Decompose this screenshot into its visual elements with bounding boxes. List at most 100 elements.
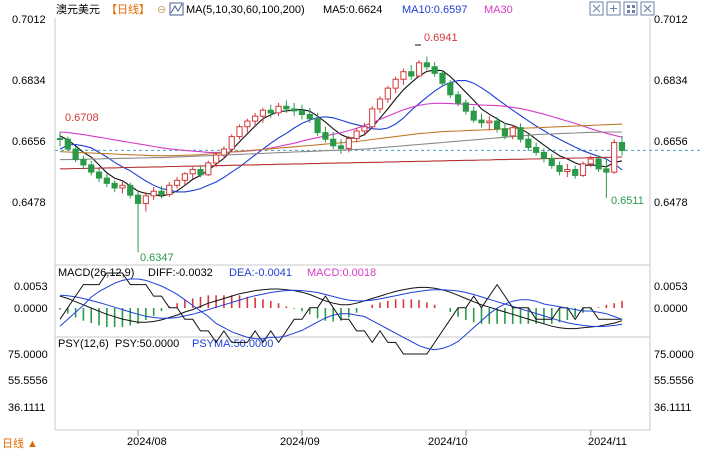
time-axis: 2024/08 2024/09 2024/10 2024/11 bbox=[127, 436, 627, 448]
candle-body bbox=[564, 169, 571, 172]
candle-down bbox=[291, 102, 298, 117]
candle-down bbox=[533, 142, 540, 156]
candle-body bbox=[275, 105, 282, 114]
candle-body bbox=[119, 184, 126, 189]
candle-body bbox=[314, 118, 321, 134]
candle-down bbox=[337, 139, 345, 155]
candle-body bbox=[447, 82, 454, 96]
candle-up bbox=[119, 182, 126, 194]
candle-down bbox=[283, 100, 290, 113]
candle-down bbox=[298, 104, 306, 120]
x-tick-label: 2024/09 bbox=[280, 436, 320, 448]
candle-down bbox=[103, 173, 110, 187]
candle-up bbox=[166, 182, 173, 197]
candle-body bbox=[595, 158, 602, 170]
candle-up bbox=[150, 186, 157, 201]
price-tick-right: 0.6656 bbox=[654, 136, 688, 148]
candle-up bbox=[213, 152, 220, 168]
candle-down bbox=[158, 185, 165, 199]
candle-body bbox=[337, 145, 345, 149]
psy-tick-right: 75.0000 bbox=[654, 349, 694, 361]
psy-value: PSY:50.0000 bbox=[115, 338, 179, 350]
candle-up bbox=[361, 122, 368, 136]
candle-down bbox=[408, 65, 415, 80]
candle-up bbox=[173, 177, 181, 189]
price-tick-left: 0.6834 bbox=[12, 75, 46, 87]
candle-body bbox=[127, 184, 134, 196]
x-tick-label: 2024/11 bbox=[588, 436, 627, 448]
period-label[interactable]: 【日线】 bbox=[106, 2, 150, 16]
candle-body bbox=[572, 169, 579, 176]
macd-dea-line bbox=[59, 289, 623, 328]
candle-body bbox=[462, 102, 469, 112]
candle-body bbox=[454, 94, 462, 104]
candle-body bbox=[611, 142, 618, 173]
candle-body bbox=[166, 184, 173, 196]
close-icon[interactable] bbox=[640, 1, 655, 16]
candle-up bbox=[142, 191, 149, 212]
annotation-recent-low: 0.6511 bbox=[611, 195, 644, 207]
candle-body bbox=[181, 173, 188, 181]
candle-body bbox=[540, 151, 548, 159]
candle-up bbox=[384, 85, 391, 103]
candle-up bbox=[611, 139, 618, 174]
psyma-line bbox=[59, 278, 623, 351]
candle-body bbox=[486, 120, 493, 124]
ma-line-ma200 bbox=[60, 156, 623, 170]
expand-icon[interactable] bbox=[589, 1, 604, 16]
psyma-value: PSYMA:50.0000 bbox=[192, 338, 273, 350]
candle-body bbox=[587, 158, 594, 165]
settings-icon[interactable]: ⊖ bbox=[157, 4, 166, 16]
grid-icon[interactable] bbox=[623, 1, 638, 16]
price-tick-left: 0.6656 bbox=[12, 136, 46, 148]
collapse-icon[interactable] bbox=[606, 1, 621, 16]
price-axis: 0.7012 0.6834 0.6656 0.6478 0.7012 0.683… bbox=[12, 14, 688, 209]
candle-down bbox=[322, 126, 329, 143]
candle-up bbox=[236, 124, 243, 140]
psy-line bbox=[59, 272, 622, 355]
price-tick-right: 0.6834 bbox=[654, 75, 688, 87]
candle-body bbox=[431, 66, 438, 74]
period-selector[interactable]: 日线 ▲ bbox=[2, 436, 38, 450]
candle-body bbox=[150, 190, 157, 197]
candle-up bbox=[244, 118, 251, 133]
candle-down bbox=[330, 131, 337, 150]
candle-body bbox=[306, 114, 313, 120]
psy-tick-left: 75.0000 bbox=[8, 349, 48, 361]
price-tick-right: 0.6478 bbox=[654, 197, 688, 209]
candle-down bbox=[572, 165, 579, 179]
psy-tick-left: 55.5556 bbox=[8, 375, 48, 387]
candle-down bbox=[595, 155, 602, 173]
candle-down bbox=[525, 134, 532, 151]
candle-body bbox=[509, 127, 516, 137]
candle-body bbox=[291, 108, 298, 112]
macd-tick-right: 0.0053 bbox=[654, 281, 688, 293]
candle-body bbox=[134, 194, 142, 204]
moving-average-lines bbox=[59, 69, 623, 197]
candle-down bbox=[88, 160, 95, 176]
candle-down bbox=[548, 154, 555, 169]
candle-down bbox=[431, 61, 438, 77]
candle-up bbox=[345, 135, 352, 153]
macd-diff-line bbox=[59, 286, 623, 330]
candle-body bbox=[259, 109, 267, 117]
candle-up bbox=[228, 134, 235, 153]
candle-down bbox=[517, 123, 524, 143]
ma-indicator-icon[interactable] bbox=[169, 2, 184, 16]
candle-body bbox=[252, 115, 259, 122]
x-tick-label: 2024/08 bbox=[127, 436, 167, 448]
candle-up bbox=[252, 112, 259, 127]
candle-down bbox=[95, 167, 103, 183]
candle-body bbox=[205, 162, 212, 176]
candle-body bbox=[197, 169, 204, 176]
candle-body bbox=[439, 72, 446, 84]
candle-body bbox=[415, 62, 423, 77]
candle-body bbox=[501, 128, 509, 137]
candle-down bbox=[267, 104, 274, 118]
candle-body bbox=[376, 98, 384, 110]
candle-body bbox=[369, 108, 376, 128]
candle-down bbox=[439, 70, 446, 87]
ma10-value: MA10:0.6597 bbox=[402, 4, 467, 16]
candle-body bbox=[95, 171, 103, 179]
